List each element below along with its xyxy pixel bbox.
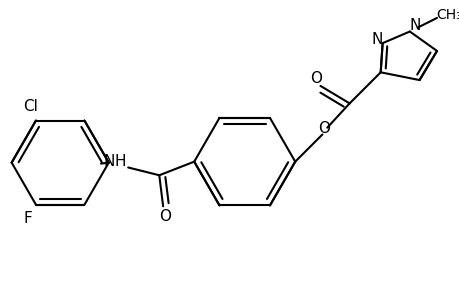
Text: H: H — [114, 154, 126, 169]
Text: F: F — [24, 211, 33, 226]
Text: O: O — [318, 121, 330, 136]
Text: N: N — [409, 18, 420, 33]
Text: O: O — [310, 70, 322, 86]
Text: CH₃: CH₃ — [435, 8, 459, 22]
Text: O: O — [159, 208, 171, 224]
Text: N: N — [103, 154, 114, 169]
Text: Cl: Cl — [22, 100, 38, 115]
Text: N: N — [370, 32, 382, 47]
